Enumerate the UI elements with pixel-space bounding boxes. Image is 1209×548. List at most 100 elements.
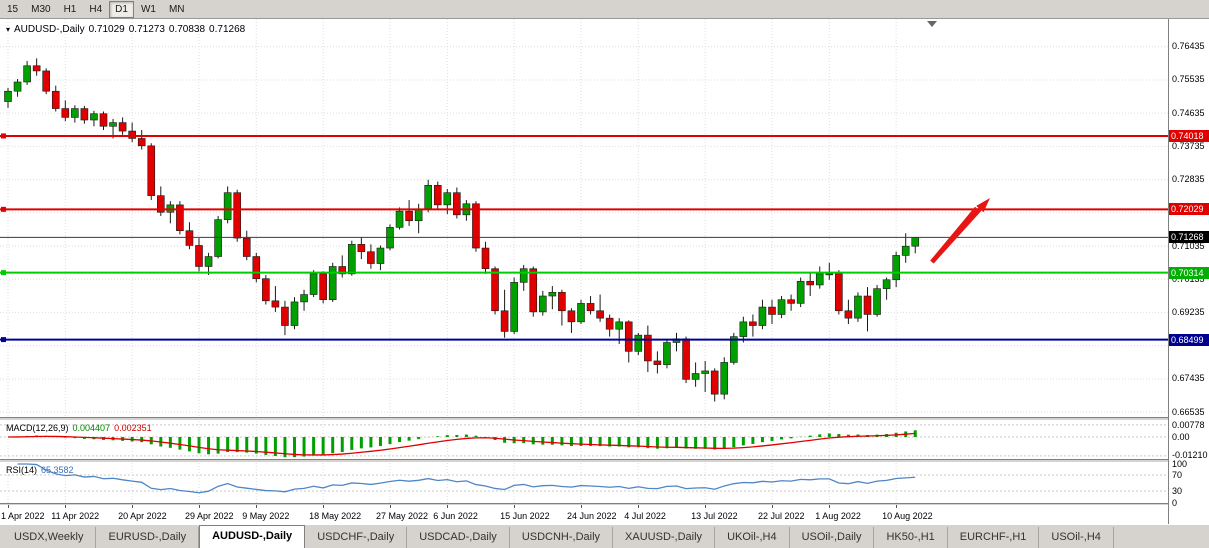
price-badge: 0.72029 — [1169, 203, 1209, 216]
macd-axis-label: -0.01210 — [1172, 450, 1208, 461]
candle-body — [529, 268, 538, 313]
symbol-ohlc-label: ▾ AUDUSD-,Daily 0.71029 0.71273 0.70838 0.712… — [6, 24, 249, 35]
macd-title: MACD(12,26,9) — [6, 423, 69, 433]
tab-usdchf-daily[interactable]: USDCHF-,Daily — [305, 527, 408, 548]
tab-usoil-h4[interactable]: USOil-,H4 — [1039, 527, 1114, 548]
line-handle[interactable] — [1, 133, 6, 139]
line-handle[interactable] — [1, 206, 6, 212]
rsi-title: RSI(14) — [6, 465, 38, 475]
candle-body — [128, 130, 136, 139]
date-label: 27 May 2022 — [376, 511, 429, 521]
candle-body — [99, 113, 108, 127]
tab-eurchf-h1[interactable]: EURCHF-,H1 — [948, 527, 1040, 548]
panel-separator[interactable] — [0, 503, 1209, 505]
line-handle[interactable] — [1, 270, 6, 276]
price-axis-label: 0.71035 — [1172, 240, 1205, 251]
candle-body — [720, 362, 729, 395]
rsi-axis-label: 70 — [1172, 469, 1183, 480]
date-tick — [705, 505, 707, 508]
candle-body — [558, 292, 566, 312]
timeframe-button-15[interactable]: 15 — [7, 3, 19, 15]
date-tick — [8, 505, 9, 508]
candle-body — [252, 256, 261, 279]
rsi-indicator-label: RSI(14) 65.3582 — [6, 465, 78, 475]
candle-body — [453, 192, 461, 216]
candle-body — [854, 295, 862, 319]
macd-axis-label: 0.00 — [1172, 431, 1190, 442]
candle-body — [624, 321, 633, 352]
candle-body — [634, 334, 643, 352]
candle-body — [472, 203, 480, 249]
candle-body — [137, 138, 146, 147]
date-label: 18 May 2022 — [309, 511, 362, 521]
date-label: 1 Aug 2022 — [815, 511, 861, 521]
candle-body — [61, 108, 70, 118]
candle-body — [825, 273, 834, 276]
trend-arrow-annotation[interactable] — [930, 207, 982, 264]
candle-body — [309, 273, 318, 295]
tab-usdcnh-daily[interactable]: USDCNH-,Daily — [510, 527, 614, 548]
candle-body — [433, 185, 442, 206]
candle-body — [319, 273, 327, 301]
candle-body — [758, 306, 767, 326]
tab-hk50-h1[interactable]: HK50-,H1 — [874, 527, 948, 548]
candle-body — [424, 185, 433, 210]
timeframe-button-w1[interactable]: W1 — [140, 3, 156, 15]
tab-eurusd-daily[interactable]: EURUSD-,Daily — [96, 527, 200, 548]
tab-ukoil-h4[interactable]: UKOil-,H4 — [715, 527, 790, 548]
panel-separator[interactable] — [0, 417, 1209, 421]
date-axis[interactable]: 1 Apr 2022 11 Apr 2022 20 Apr 2022 29 Apr 2… — [0, 505, 1168, 524]
candle-body — [42, 70, 51, 92]
chart-canvas[interactable] — [0, 19, 1168, 505]
candle-body — [644, 334, 652, 362]
timeframe-button-h1[interactable]: H1 — [63, 3, 77, 15]
candle-body — [777, 299, 786, 315]
timeframe-button-m30[interactable]: M30 — [31, 3, 51, 15]
candle-body — [615, 321, 624, 330]
date-tick — [829, 505, 831, 508]
candle-body — [911, 237, 920, 247]
candle-body — [806, 280, 815, 286]
price-badge: 0.74018 — [1169, 129, 1209, 142]
macd-indicator-label: MACD(12,26,9) 0.004407 0.002351 — [6, 423, 156, 433]
date-label: 15 Jun 2022 — [500, 511, 550, 521]
line-handle[interactable] — [1, 337, 6, 343]
candle-body — [338, 266, 347, 275]
panel-separator[interactable] — [0, 459, 1209, 463]
candle-body — [701, 370, 709, 374]
chart-shift-marker-icon[interactable] — [927, 21, 937, 27]
candle-body — [80, 108, 89, 121]
chart-region[interactable]: ▾ AUDUSD-,Daily 0.71029 0.71273 0.70838 0.712… — [0, 19, 1209, 524]
ohlc-low: 0.70838 — [168, 24, 206, 35]
date-label: 24 Jun 2022 — [567, 511, 617, 521]
candle-body — [605, 317, 614, 330]
tab-usdcad-daily[interactable]: USDCAD-,Daily — [407, 527, 510, 548]
trend-arrow-head[interactable] — [976, 198, 990, 213]
candle-body — [682, 338, 690, 380]
timeframe-button-d1[interactable]: D1 — [109, 0, 134, 18]
date-tick — [772, 505, 773, 508]
tab-usoil-daily[interactable]: USOil-,Daily — [790, 527, 875, 548]
candle-body — [749, 321, 757, 326]
candle-body — [596, 310, 604, 319]
candle-body — [815, 273, 824, 286]
timeframe-button-mn[interactable]: MN — [168, 3, 185, 15]
tab-audusd-daily[interactable]: AUDUSD-,Daily — [199, 525, 306, 548]
price-badge: 0.68499 — [1169, 333, 1209, 346]
candle-body — [290, 301, 299, 326]
date-tick — [132, 505, 134, 508]
candle-body — [281, 306, 289, 326]
date-label: 20 Apr 2022 — [118, 511, 167, 521]
price-axis[interactable]: 0.76435 0.75535 0.74635 0.73735 0.72835 0.710… — [1168, 19, 1209, 524]
rsi-axis-label: 30 — [1172, 485, 1183, 496]
candle-body — [147, 145, 156, 196]
candle-body — [519, 268, 528, 283]
candle-body — [32, 65, 41, 72]
date-label: 6 Jun 2022 — [433, 511, 478, 521]
tab-xauusd-daily[interactable]: XAUUSD-,Daily — [613, 527, 716, 548]
candle-body — [4, 90, 12, 102]
tab-usdx-weekly[interactable]: USDX,Weekly — [2, 527, 97, 548]
timeframe-button-h4[interactable]: H4 — [89, 3, 103, 15]
candle-body — [414, 209, 423, 222]
date-label: 22 Jul 2022 — [758, 511, 805, 521]
